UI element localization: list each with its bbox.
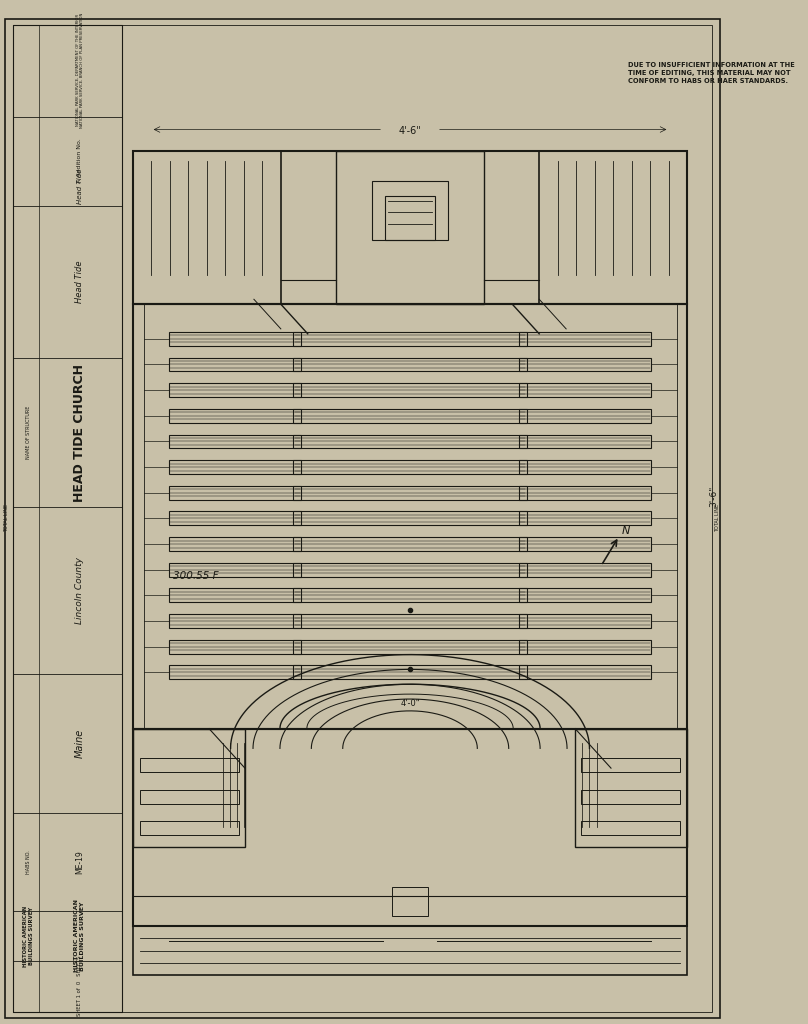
Text: 4'-0": 4'-0"	[400, 699, 420, 709]
Text: 300.55 F: 300.55 F	[173, 570, 218, 581]
Bar	[519, 563, 651, 577]
Text: HABS NO.: HABS NO.	[26, 850, 32, 873]
Bar	[539, 152, 688, 304]
Bar	[169, 357, 301, 372]
Bar	[293, 434, 527, 449]
Bar	[169, 666, 301, 679]
Bar	[582, 758, 680, 772]
Bar	[293, 383, 527, 397]
Bar	[519, 589, 651, 602]
Bar	[293, 409, 527, 423]
Text: Lincoln County: Lincoln County	[75, 557, 84, 624]
Bar	[169, 589, 301, 602]
Bar	[144, 304, 676, 729]
Text: N: N	[622, 526, 630, 537]
Bar	[293, 460, 527, 474]
Bar	[169, 383, 301, 397]
Bar	[293, 357, 527, 372]
Bar	[582, 821, 680, 836]
Bar	[582, 790, 680, 804]
Bar	[519, 512, 651, 525]
Bar	[133, 304, 688, 729]
Bar	[169, 538, 301, 551]
Bar	[336, 152, 484, 304]
Text: Head Tide: Head Tide	[77, 168, 83, 204]
Bar	[519, 434, 651, 449]
Bar	[133, 152, 688, 304]
Bar	[140, 758, 238, 772]
Text: A Addition No.: A Addition No.	[78, 138, 82, 183]
Text: Head Tide: Head Tide	[75, 260, 84, 303]
Text: NATIONAL PARK SERVICE, DEPARTMENT OF THE INTERIOR
NATIONAL PARK SERVICE, BRANCH : NATIONAL PARK SERVICE, DEPARTMENT OF THE…	[76, 12, 84, 128]
Bar	[293, 614, 527, 628]
Bar	[293, 640, 527, 653]
Bar	[133, 926, 688, 976]
Bar	[140, 821, 238, 836]
Text: TOTAL LINE: TOTAL LINE	[4, 505, 9, 532]
Bar	[169, 485, 301, 500]
Bar	[169, 434, 301, 449]
Bar	[519, 332, 651, 346]
Text: SHEET 1 of  0   SHEETS: SHEET 1 of 0 SHEETS	[78, 955, 82, 1016]
Bar	[372, 181, 448, 240]
Bar	[293, 666, 527, 679]
Bar	[519, 460, 651, 474]
Bar	[519, 409, 651, 423]
Text: ME-19: ME-19	[75, 850, 84, 873]
Bar	[169, 332, 301, 346]
Bar	[519, 383, 651, 397]
Text: 4'-6": 4'-6"	[398, 127, 422, 136]
Bar	[169, 409, 301, 423]
Bar	[293, 589, 527, 602]
Text: Maine: Maine	[75, 729, 85, 758]
Bar	[519, 538, 651, 551]
Bar	[293, 538, 527, 551]
Text: DUE TO INSUFFICIENT INFORMATION AT THE
TIME OF EDITING, THIS MATERIAL MAY NOT
CO: DUE TO INSUFFICIENT INFORMATION AT THE T…	[628, 62, 795, 84]
Text: 3'-6": 3'-6"	[709, 486, 718, 507]
Bar	[293, 563, 527, 577]
Bar	[293, 485, 527, 500]
Text: HISTORIC AMERICAN
BUILDINGS SURVEY: HISTORIC AMERICAN BUILDINGS SURVEY	[23, 905, 34, 967]
Bar	[133, 152, 281, 304]
Bar	[13, 25, 122, 1012]
Bar	[133, 729, 688, 926]
Bar	[519, 357, 651, 372]
Bar	[169, 460, 301, 474]
Bar	[293, 332, 527, 346]
Bar	[133, 729, 245, 847]
Bar	[169, 512, 301, 525]
Bar	[392, 887, 428, 916]
Bar	[140, 790, 238, 804]
Text: NAME OF STRUCTURE: NAME OF STRUCTURE	[26, 406, 32, 459]
Text: TOTAL LINE: TOTAL LINE	[715, 505, 720, 532]
Bar	[169, 614, 301, 628]
Bar	[169, 563, 301, 577]
Bar	[519, 485, 651, 500]
Bar	[575, 729, 688, 847]
Bar	[519, 640, 651, 653]
Bar	[519, 666, 651, 679]
Bar	[293, 512, 527, 525]
Bar	[169, 640, 301, 653]
Bar	[385, 196, 435, 240]
Text: HISTORIC AMERICAN
BUILDINGS SURVEY: HISTORIC AMERICAN BUILDINGS SURVEY	[74, 899, 86, 973]
Bar	[519, 614, 651, 628]
Text: HEAD TIDE CHURCH: HEAD TIDE CHURCH	[74, 364, 86, 502]
